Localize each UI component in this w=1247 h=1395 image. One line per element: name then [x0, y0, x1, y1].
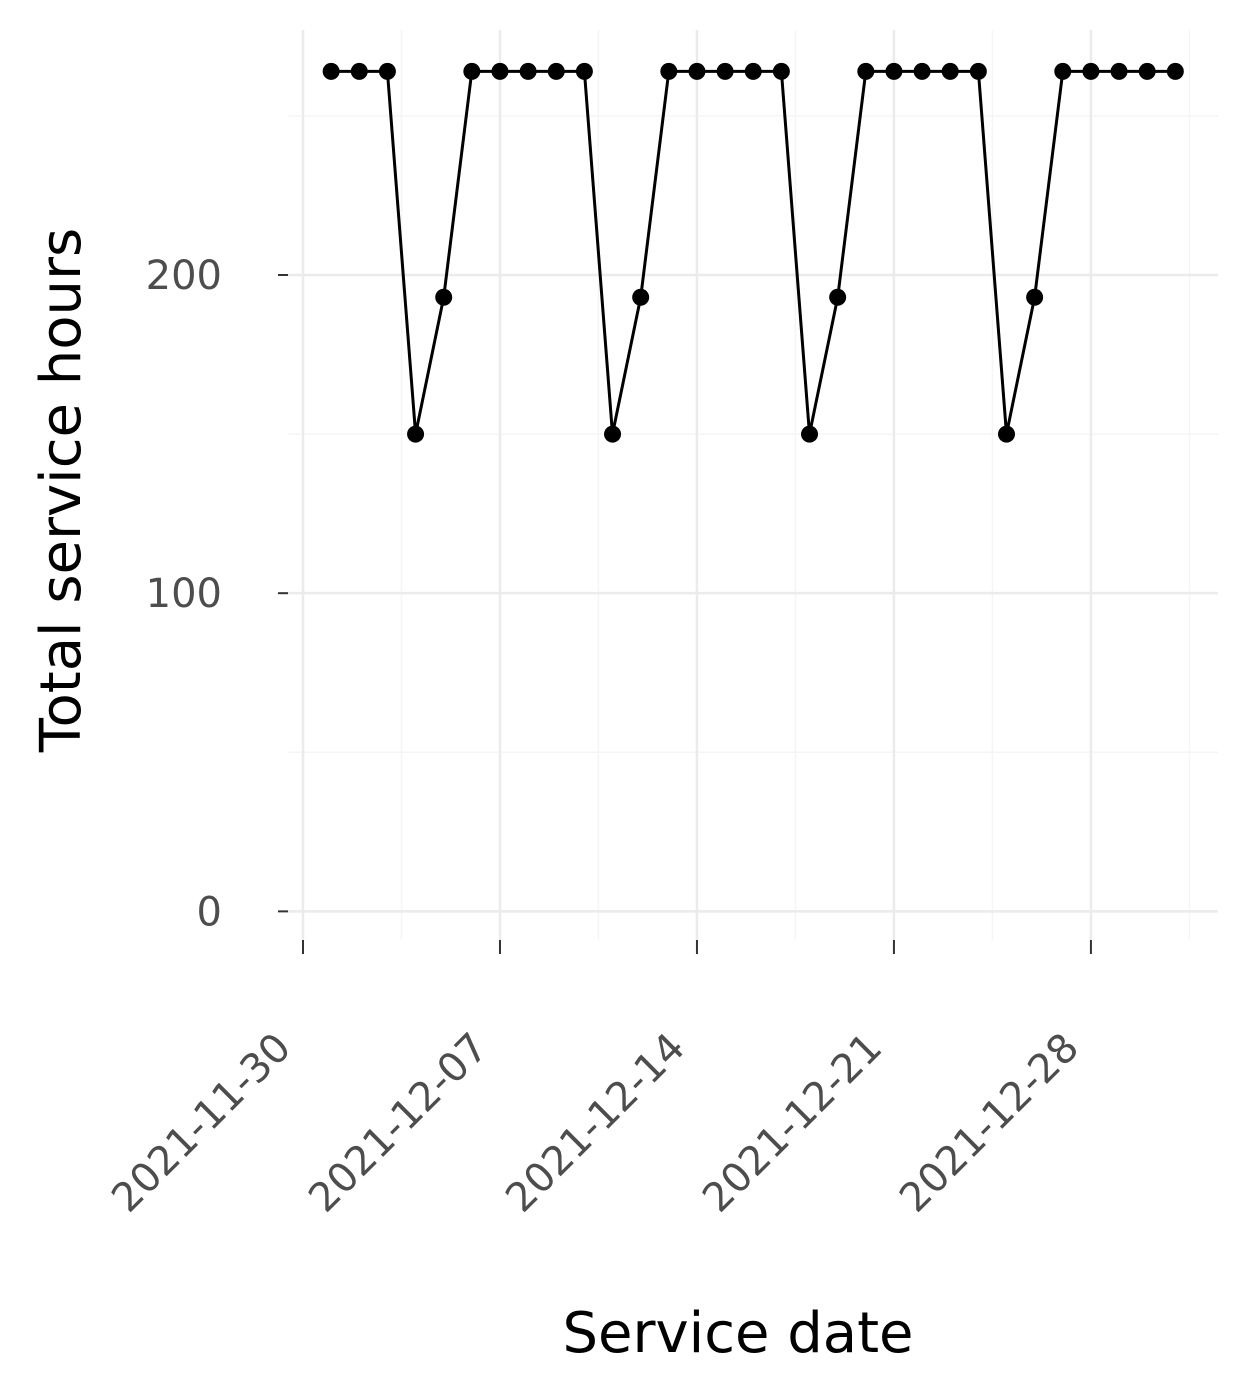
data-point	[1166, 62, 1184, 80]
y-axis-title: Total service hours	[29, 228, 94, 753]
data-point	[772, 62, 790, 80]
y-tick-label: 0	[197, 889, 222, 935]
data-point	[1026, 288, 1044, 306]
data-point	[322, 62, 340, 80]
x-tick-label: 2021-12-21	[694, 1025, 891, 1222]
series-line	[331, 69, 1176, 436]
x-tick-label: 2021-12-28	[891, 1025, 1088, 1222]
data-point	[716, 62, 734, 80]
data-point	[1054, 62, 1072, 80]
x-tick-labels: 2021-11-30 2021-12-07 2021-12-14 2021-12-21…	[103, 1025, 1088, 1222]
data-point	[885, 62, 903, 80]
x-axis-title: Service date	[562, 1301, 913, 1366]
data-point	[632, 288, 650, 306]
x-tick-label: 2021-12-14	[497, 1025, 694, 1222]
data-point	[829, 288, 847, 306]
data-point	[575, 62, 593, 80]
x-tick-label: 2021-11-30	[103, 1025, 300, 1222]
data-point	[941, 62, 959, 80]
data-point	[519, 62, 537, 80]
data-point	[547, 62, 565, 80]
data-point	[660, 62, 678, 80]
data-point	[801, 425, 819, 443]
x-tick-label: 2021-12-07	[300, 1025, 497, 1222]
data-point	[1082, 62, 1100, 80]
y-tick-label: 200	[146, 253, 222, 299]
data-point	[435, 288, 453, 306]
data-point	[744, 62, 762, 80]
y-tick-labels: 0 100 200	[146, 253, 222, 935]
data-point	[491, 62, 509, 80]
data-point	[604, 425, 622, 443]
data-point	[688, 62, 706, 80]
data-point	[463, 62, 481, 80]
data-point	[969, 62, 987, 80]
data-point	[998, 425, 1015, 443]
data-point	[913, 62, 931, 80]
major-gridlines	[288, 30, 1218, 940]
data-point	[1138, 62, 1156, 80]
data-point	[1110, 62, 1128, 80]
data-point	[350, 62, 368, 80]
data-point	[857, 62, 875, 80]
y-tick-label: 100	[146, 571, 222, 617]
data-point	[407, 425, 425, 443]
minor-gridlines	[288, 30, 1218, 940]
series-layer	[322, 62, 1184, 443]
axis-ticks	[278, 274, 1092, 954]
data-point	[378, 62, 396, 80]
